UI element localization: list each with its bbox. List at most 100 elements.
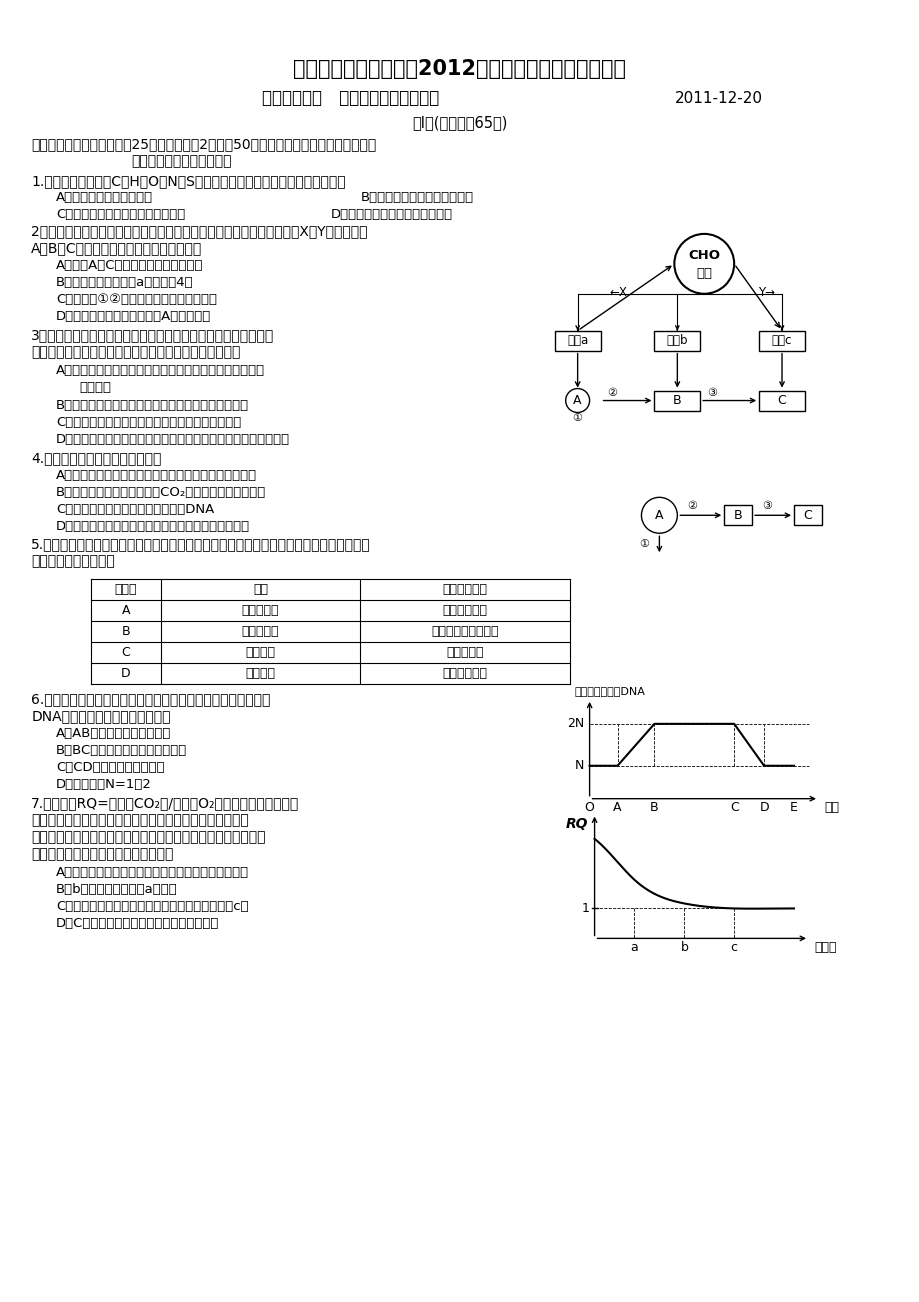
Text: b: b	[680, 941, 687, 954]
Text: C．图中仅①②过程遵循碱基互补配对原则: C．图中仅①②过程遵循碱基互补配对原则	[56, 293, 217, 306]
Text: 1.经测定某化合物含C、H、O、N、S元素，该化合物不可能具有的一项功能是: 1.经测定某化合物含C、H、O、N、S元素，该化合物不可能具有的一项功能是	[31, 174, 346, 187]
Text: Y→: Y→	[756, 285, 774, 298]
Text: D．C点以后细胞呼吸强度不随氧分变而变化: D．C点以后细胞呼吸强度不随氧分变而变化	[56, 917, 220, 930]
Bar	[758, 391, 804, 410]
Text: 4.下列有关细胞的叙述中正确的是: 4.下列有关细胞的叙述中正确的是	[31, 452, 162, 465]
Text: B．BC段细胞中存在姐妹染色单体: B．BC段细胞中存在姐妹染色单体	[56, 745, 187, 758]
Text: A: A	[654, 509, 663, 522]
Text: 血浆与尿液: 血浆与尿液	[446, 646, 483, 659]
Text: N: N	[574, 759, 584, 772]
Text: A．蓝藻细胞通过叶绿体中的色素吸收光能进行光合作用: A．蓝藻细胞通过叶绿体中的色素吸收光能进行光合作用	[56, 469, 257, 482]
Text: 单体a: 单体a	[566, 335, 587, 348]
Text: D: D	[121, 667, 130, 680]
Text: 江苏省新沂市第三中学2012届第二次自主检测生物试卷: 江苏省新沂市第三中学2012届第二次自主检测生物试卷	[293, 60, 626, 79]
Text: B: B	[733, 509, 742, 522]
Text: C．乳酸菌、酵母菌都含有线粒体和DNA: C．乳酸菌、酵母菌都含有线粒体和DNA	[56, 503, 214, 516]
Text: 2N: 2N	[567, 717, 584, 730]
Text: 待区分的样液: 待区分的样液	[442, 583, 487, 596]
Text: 等于实验成功了一半。有关洋葱实验材料的叙述正确的是: 等于实验成功了一半。有关洋葱实验材料的叙述正确的是	[31, 345, 241, 359]
Text: A: A	[613, 801, 621, 814]
Text: C: C	[802, 509, 811, 522]
Text: 吸过程中氧气供应状态的一种指标。某小组以苹果细胞为材: 吸过程中氧气供应状态的一种指标。某小组以苹果细胞为材	[31, 814, 249, 828]
Text: C: C	[729, 801, 738, 814]
Text: D．精细胞、神经细胞、根尖分生区细胞都有细胞周期: D．精细胞、神经细胞、根尖分生区细胞都有细胞周期	[56, 519, 250, 533]
Text: ①: ①	[639, 539, 649, 549]
Text: A．图中A和C是组成染色体的主要成分: A．图中A和C是组成染色体的主要成分	[56, 259, 203, 272]
Text: A: A	[573, 395, 581, 408]
Text: 5.现有待区分的、从正常人体采集的两组液体。根据是否有颜色反应而把该组中的不同液体: 5.现有待区分的、从正常人体采集的两组液体。根据是否有颜色反应而把该组中的不同液…	[31, 538, 370, 551]
Text: B: B	[673, 395, 681, 408]
Text: B．根尖细胞分裂旺盛，可用于观察细胞减数分裂实验: B．根尖细胞分裂旺盛，可用于观察细胞减数分裂实验	[56, 398, 249, 411]
Text: D: D	[758, 801, 768, 814]
Bar	[793, 505, 821, 525]
Text: a: a	[630, 941, 638, 954]
Text: 双缩脲试剂: 双缩脲试剂	[242, 625, 279, 638]
Text: E: E	[789, 801, 797, 814]
Text: A: A	[121, 604, 130, 617]
Text: A．表皮细胞大，容易观察，可用于低温诱导染色体数目变: A．表皮细胞大，容易观察，可用于低温诱导染色体数目变	[56, 365, 265, 378]
Text: ③: ③	[761, 501, 771, 512]
Text: 双缩脲试剂: 双缩脲试剂	[242, 604, 279, 617]
Text: 只有一个选项最符合题意。: 只有一个选项最符合题意。	[130, 154, 232, 168]
Text: D．细胞中蛋白质合成的直接模板: D．细胞中蛋白质合成的直接模板	[330, 208, 452, 221]
Bar	[653, 331, 699, 350]
Text: B．人体细胞中，单体a的种类有4种: B．人体细胞中，单体a的种类有4种	[56, 276, 194, 289]
Text: 每条染色体上的DNA: 每条染色体上的DNA	[574, 686, 645, 695]
Text: C．可连接上抗癌药物制成生物导弹: C．可连接上抗癌药物制成生物导弹	[56, 208, 186, 221]
Text: C．为延长苹果的保存时间，最好将氧气分压调至c点: C．为延长苹果的保存时间，最好将氧气分压调至c点	[56, 900, 248, 913]
Text: B．b点有氧呼吸强度比a点时大: B．b点有氧呼吸强度比a点时大	[56, 883, 177, 896]
Text: D．表皮细胞具有大液泡，可用于观察植物细胞的吸水和失水实验: D．表皮细胞具有大液泡，可用于观察植物细胞的吸水和失水实验	[56, 434, 290, 447]
Text: 元素: 元素	[696, 267, 711, 280]
Text: 2011-12-20: 2011-12-20	[675, 91, 763, 105]
Text: O: O	[584, 801, 594, 814]
Text: C．CD段表示分裂期的后期: C．CD段表示分裂期的后期	[56, 762, 165, 775]
Text: B: B	[121, 625, 130, 638]
Text: 时间: 时间	[823, 801, 838, 814]
Text: 检测项: 检测项	[115, 583, 137, 596]
Text: ←X: ←X	[608, 285, 626, 298]
Text: 区分开来的检测项目是: 区分开来的检测项目是	[31, 555, 115, 568]
Text: 组织液与淋巴: 组织液与淋巴	[442, 667, 487, 680]
Text: C: C	[777, 395, 786, 408]
Text: B．用于基因工程获得黏性末端: B．用于基因工程获得黏性末端	[360, 191, 473, 204]
Text: 6.右图表示某高等动物细胞的一个细胞周期中，每条染色体上的: 6.右图表示某高等动物细胞的一个细胞周期中，每条染色体上的	[31, 691, 270, 706]
Bar	[554, 331, 600, 350]
Text: DNA含量变化曲线。错误的说法是: DNA含量变化曲线。错误的说法是	[31, 708, 171, 723]
Text: 单体c: 单体c	[771, 335, 791, 348]
Text: D．纵坐标中N=1或2: D．纵坐标中N=1或2	[56, 779, 152, 792]
Text: 料，研究其氧气分解葡萄糖过程中氧气分压与呼吸商的关系，实: 料，研究其氧气分解葡萄糖过程中氧气分压与呼吸商的关系，实	[31, 831, 266, 845]
Text: A．有呼吸商越大，细胞有氧呼吸越强，无氧呼吸越弱: A．有呼吸商越大，细胞有氧呼吸越强，无氧呼吸越弱	[56, 866, 249, 879]
Text: RQ: RQ	[564, 816, 587, 831]
Bar	[758, 331, 804, 350]
Text: A、B、C是生物大分子。相关描述错误的是: A、B、C是生物大分子。相关描述错误的是	[31, 241, 202, 255]
Text: A．与抗原发生特异性结合: A．与抗原发生特异性结合	[56, 191, 153, 204]
Text: 氧分压: 氧分压	[813, 941, 835, 954]
Text: ②: ②	[607, 388, 617, 397]
Text: 第Ⅰ卷(选择题共65分): 第Ⅰ卷(选择题共65分)	[412, 116, 507, 130]
Text: 斐林试剂: 斐林试剂	[245, 646, 276, 659]
Text: CHO: CHO	[687, 250, 720, 262]
Text: D．生物多样性的根本原因是A具有多样性: D．生物多样性的根本原因是A具有多样性	[56, 310, 211, 323]
Text: ①: ①	[572, 414, 582, 423]
Text: B: B	[650, 801, 658, 814]
Bar	[653, 391, 699, 410]
Text: 试剂: 试剂	[253, 583, 267, 596]
Text: A．AB段处于细胞分裂的间期: A．AB段处于细胞分裂的间期	[56, 728, 172, 741]
Text: ③: ③	[707, 388, 717, 397]
Text: 1: 1	[581, 902, 589, 915]
Text: 一、单项选择题：本题包括25小题，每小题2分，共50分。在每小题给出的四个选项中，: 一、单项选择题：本题包括25小题，每小题2分，共50分。在每小题给出的四个选项中…	[31, 137, 376, 151]
Text: C: C	[121, 646, 130, 659]
Text: C．表皮细胞呈紫色，可用于叶绿体色素的提取实验: C．表皮细胞呈紫色，可用于叶绿体色素的提取实验	[56, 415, 241, 428]
Text: 验结果如右图所示，以下叙述正确的是: 验结果如右图所示，以下叙述正确的是	[31, 848, 174, 862]
Text: 细胞外液与细胞内液: 细胞外液与细胞内液	[431, 625, 498, 638]
Text: 化的实验: 化的实验	[79, 381, 111, 395]
Text: 2．在细胞内，某些重要化合物的元素组成和功能关系如右图所示。其中X、Y代表元素，: 2．在细胞内，某些重要化合物的元素组成和功能关系如右图所示。其中X、Y代表元素，	[31, 224, 368, 238]
Text: 单体b: 单体b	[666, 335, 687, 348]
Text: B．植物细胞光合作用消耗的CO₂不都是从气孔中进入的: B．植物细胞光合作用消耗的CO₂不都是从气孔中进入的	[56, 486, 267, 499]
Text: 组织液与淋巴: 组织液与淋巴	[442, 604, 487, 617]
Text: ②: ②	[686, 501, 697, 512]
Text: 斐林试剂: 斐林试剂	[245, 667, 276, 680]
Text: 7.呼吸商（RQ=放出的CO₂量/吸收的O₂量）可作为描述细胞呼: 7.呼吸商（RQ=放出的CO₂量/吸收的O₂量）可作为描述细胞呼	[31, 797, 300, 811]
Text: 命题：周立中   审定：高三生物备课组: 命题：周立中 审定：高三生物备课组	[261, 89, 438, 107]
Bar	[723, 505, 752, 525]
